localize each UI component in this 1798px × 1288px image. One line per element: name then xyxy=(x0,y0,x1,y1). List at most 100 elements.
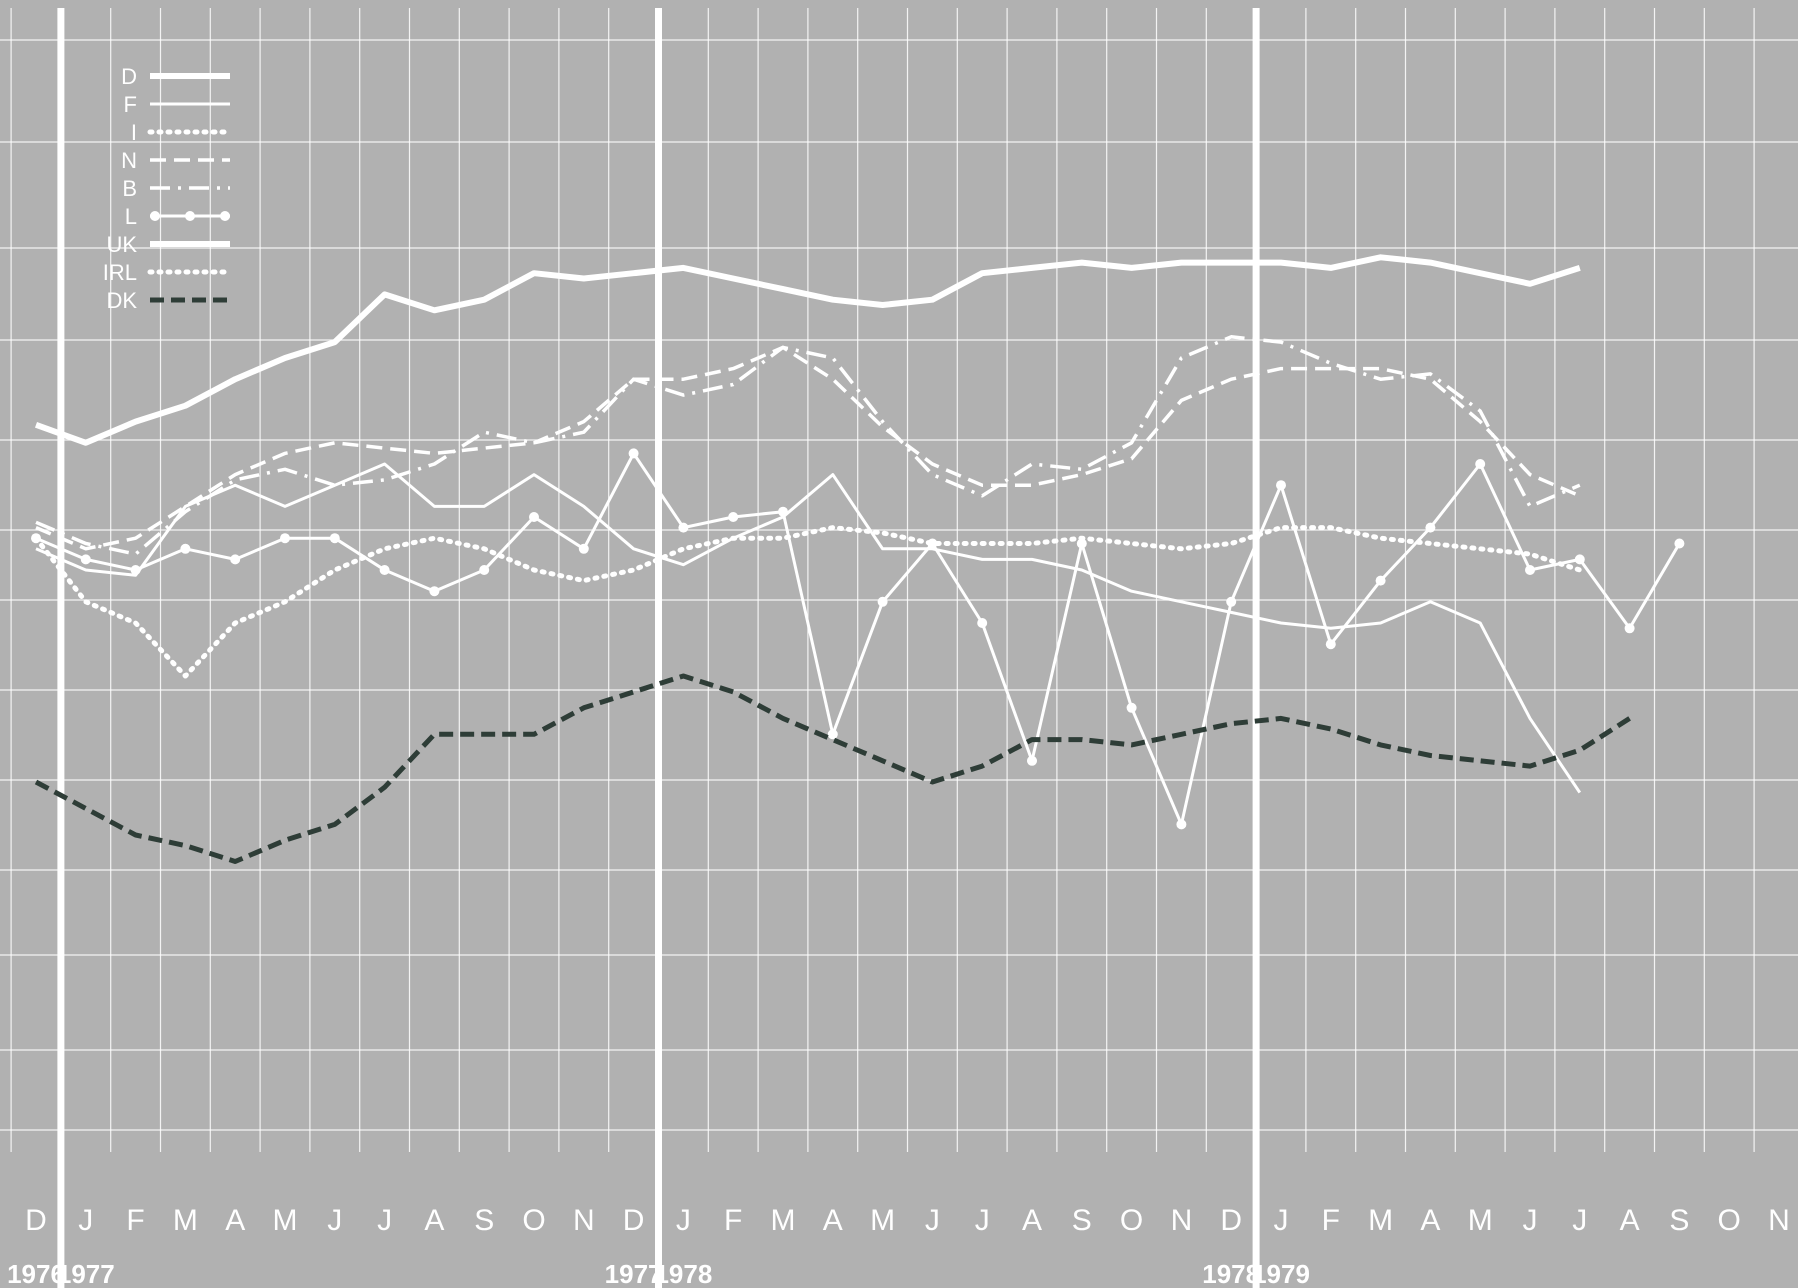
point-l xyxy=(230,554,241,565)
series-line-d xyxy=(34,254,1581,446)
point-l xyxy=(280,533,290,544)
series-line-n xyxy=(35,345,1581,551)
year-label: 1979 xyxy=(1252,1259,1310,1288)
point-l xyxy=(80,554,91,565)
point-l xyxy=(927,538,938,549)
month-label: N xyxy=(1768,1204,1790,1237)
month-label: J xyxy=(975,1204,990,1237)
year-label: 1977 xyxy=(57,1259,115,1288)
point-l xyxy=(130,565,141,575)
month-label: A xyxy=(1022,1204,1042,1237)
month-label: F xyxy=(126,1204,144,1237)
month-label: M xyxy=(1468,1204,1493,1237)
point-l xyxy=(728,512,739,522)
point-l xyxy=(628,448,639,459)
point-l xyxy=(329,533,340,544)
month-label: D xyxy=(25,1204,47,1237)
legend-dot xyxy=(220,211,230,221)
legend-label-f: F xyxy=(124,92,137,117)
month-label: J xyxy=(1572,1204,1587,1237)
legend-label-n: N xyxy=(121,148,137,173)
point-l xyxy=(479,565,490,575)
month-label: J xyxy=(377,1204,392,1237)
month-label: M xyxy=(771,1204,796,1237)
point-l xyxy=(1525,565,1535,575)
year-label: 1977 xyxy=(605,1259,663,1288)
legend-label-irl: IRL xyxy=(103,260,137,285)
series-lines xyxy=(31,254,1685,864)
point-l xyxy=(1375,575,1386,586)
month-label: O xyxy=(522,1204,545,1237)
month-label: O xyxy=(1120,1204,1143,1237)
point-l xyxy=(1325,639,1336,650)
month-label: A xyxy=(225,1204,245,1237)
point-l xyxy=(1475,459,1486,469)
month-label: S xyxy=(1669,1204,1689,1237)
month-label: D xyxy=(623,1204,645,1237)
point-l xyxy=(31,533,41,544)
point-l xyxy=(678,522,689,533)
month-label: J xyxy=(78,1204,93,1237)
month-label: M xyxy=(173,1204,198,1237)
month-label: F xyxy=(1322,1204,1340,1237)
month-label: D xyxy=(1220,1204,1242,1237)
series-line-b xyxy=(35,335,1581,556)
series-line-f xyxy=(35,462,1582,794)
month-label: A xyxy=(823,1204,843,1237)
month-label: S xyxy=(1072,1204,1092,1237)
month-label: N xyxy=(573,1204,595,1237)
series-line-i xyxy=(33,525,1583,679)
point-l xyxy=(977,618,988,628)
month-label: A xyxy=(1420,1204,1440,1237)
point-l xyxy=(1624,623,1635,634)
point-l xyxy=(1226,596,1237,607)
month-label: J xyxy=(676,1204,691,1237)
point-l xyxy=(827,729,838,740)
point-l xyxy=(778,506,788,517)
point-l xyxy=(1425,522,1436,533)
point-l xyxy=(578,543,589,554)
legend-label-d: D xyxy=(121,64,137,89)
point-l xyxy=(429,586,440,597)
month-label: A xyxy=(424,1204,444,1237)
point-l xyxy=(1674,538,1685,549)
point-l xyxy=(1126,702,1137,713)
month-label: O xyxy=(1718,1204,1741,1237)
legend-label-dk: DK xyxy=(106,288,137,313)
series-line-l xyxy=(35,451,1681,826)
month-label: J xyxy=(925,1204,940,1237)
point-l xyxy=(1027,755,1037,766)
year-dividers xyxy=(57,8,1260,1288)
month-label: J xyxy=(1523,1204,1538,1237)
legend-dot xyxy=(185,211,195,221)
legend-label-b: B xyxy=(122,176,137,201)
series-line-dk xyxy=(34,673,1631,864)
month-label: M xyxy=(1368,1204,1393,1237)
month-label: N xyxy=(1171,1204,1193,1237)
year-label: 1978 xyxy=(1202,1259,1260,1288)
point-l xyxy=(877,596,888,607)
legend-label-l: L xyxy=(125,204,137,229)
point-l xyxy=(379,565,390,575)
point-l xyxy=(1574,554,1585,565)
year-label: 1976 xyxy=(7,1259,65,1288)
point-l xyxy=(529,512,539,522)
month-label: F xyxy=(724,1204,742,1237)
month-label: M xyxy=(273,1204,298,1237)
point-l xyxy=(180,543,191,554)
month-label: M xyxy=(870,1204,895,1237)
point-l xyxy=(1076,538,1087,549)
legend-dot xyxy=(150,211,160,221)
legend-label-i: I xyxy=(131,120,137,145)
month-label: A xyxy=(1620,1204,1640,1237)
month-label: J xyxy=(1274,1204,1289,1237)
month-label: J xyxy=(327,1204,342,1237)
legend-label-uk: UK xyxy=(106,232,137,257)
month-label: S xyxy=(474,1204,494,1237)
year-label: 1978 xyxy=(654,1259,712,1288)
